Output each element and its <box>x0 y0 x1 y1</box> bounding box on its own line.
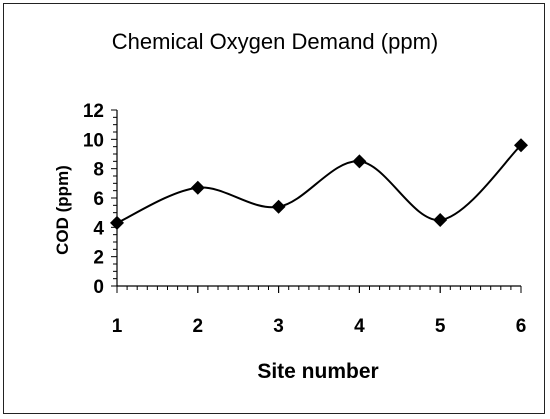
x-tick-labels: 1 2 3 4 5 6 <box>112 316 527 337</box>
axes <box>111 109 522 293</box>
series-line <box>116 144 522 224</box>
data-point-marker <box>433 213 448 227</box>
data-point-marker <box>352 154 367 169</box>
x-tick-label: 5 <box>435 316 446 337</box>
x-tick-label: 2 <box>193 316 204 337</box>
chart-title: Chemical Oxygen Demand (ppm) <box>112 29 438 54</box>
y-tick-label: 8 <box>93 160 104 181</box>
series <box>110 138 528 230</box>
data-point-marker <box>271 199 286 214</box>
y-tick-label: 12 <box>83 101 104 122</box>
y-tick-label: 10 <box>83 130 104 151</box>
y-tick-label: 6 <box>93 189 104 210</box>
y-tick-label: 0 <box>93 277 104 298</box>
y-axis-label: COD (ppm) <box>53 165 72 255</box>
data-point-marker <box>514 138 528 153</box>
x-axis-label: Site number <box>257 360 378 383</box>
x-tick-label: 4 <box>354 316 365 337</box>
x-tick-label: 6 <box>516 316 527 337</box>
y-tick-label: 2 <box>93 248 104 269</box>
x-tick-label: 1 <box>112 316 123 337</box>
x-tick-label: 3 <box>273 316 284 337</box>
y-tick-label: 4 <box>93 218 104 239</box>
y-tick-labels: 0 2 4 6 8 10 12 <box>83 101 105 298</box>
data-point-marker <box>190 180 205 195</box>
data-point-marker <box>110 215 124 230</box>
